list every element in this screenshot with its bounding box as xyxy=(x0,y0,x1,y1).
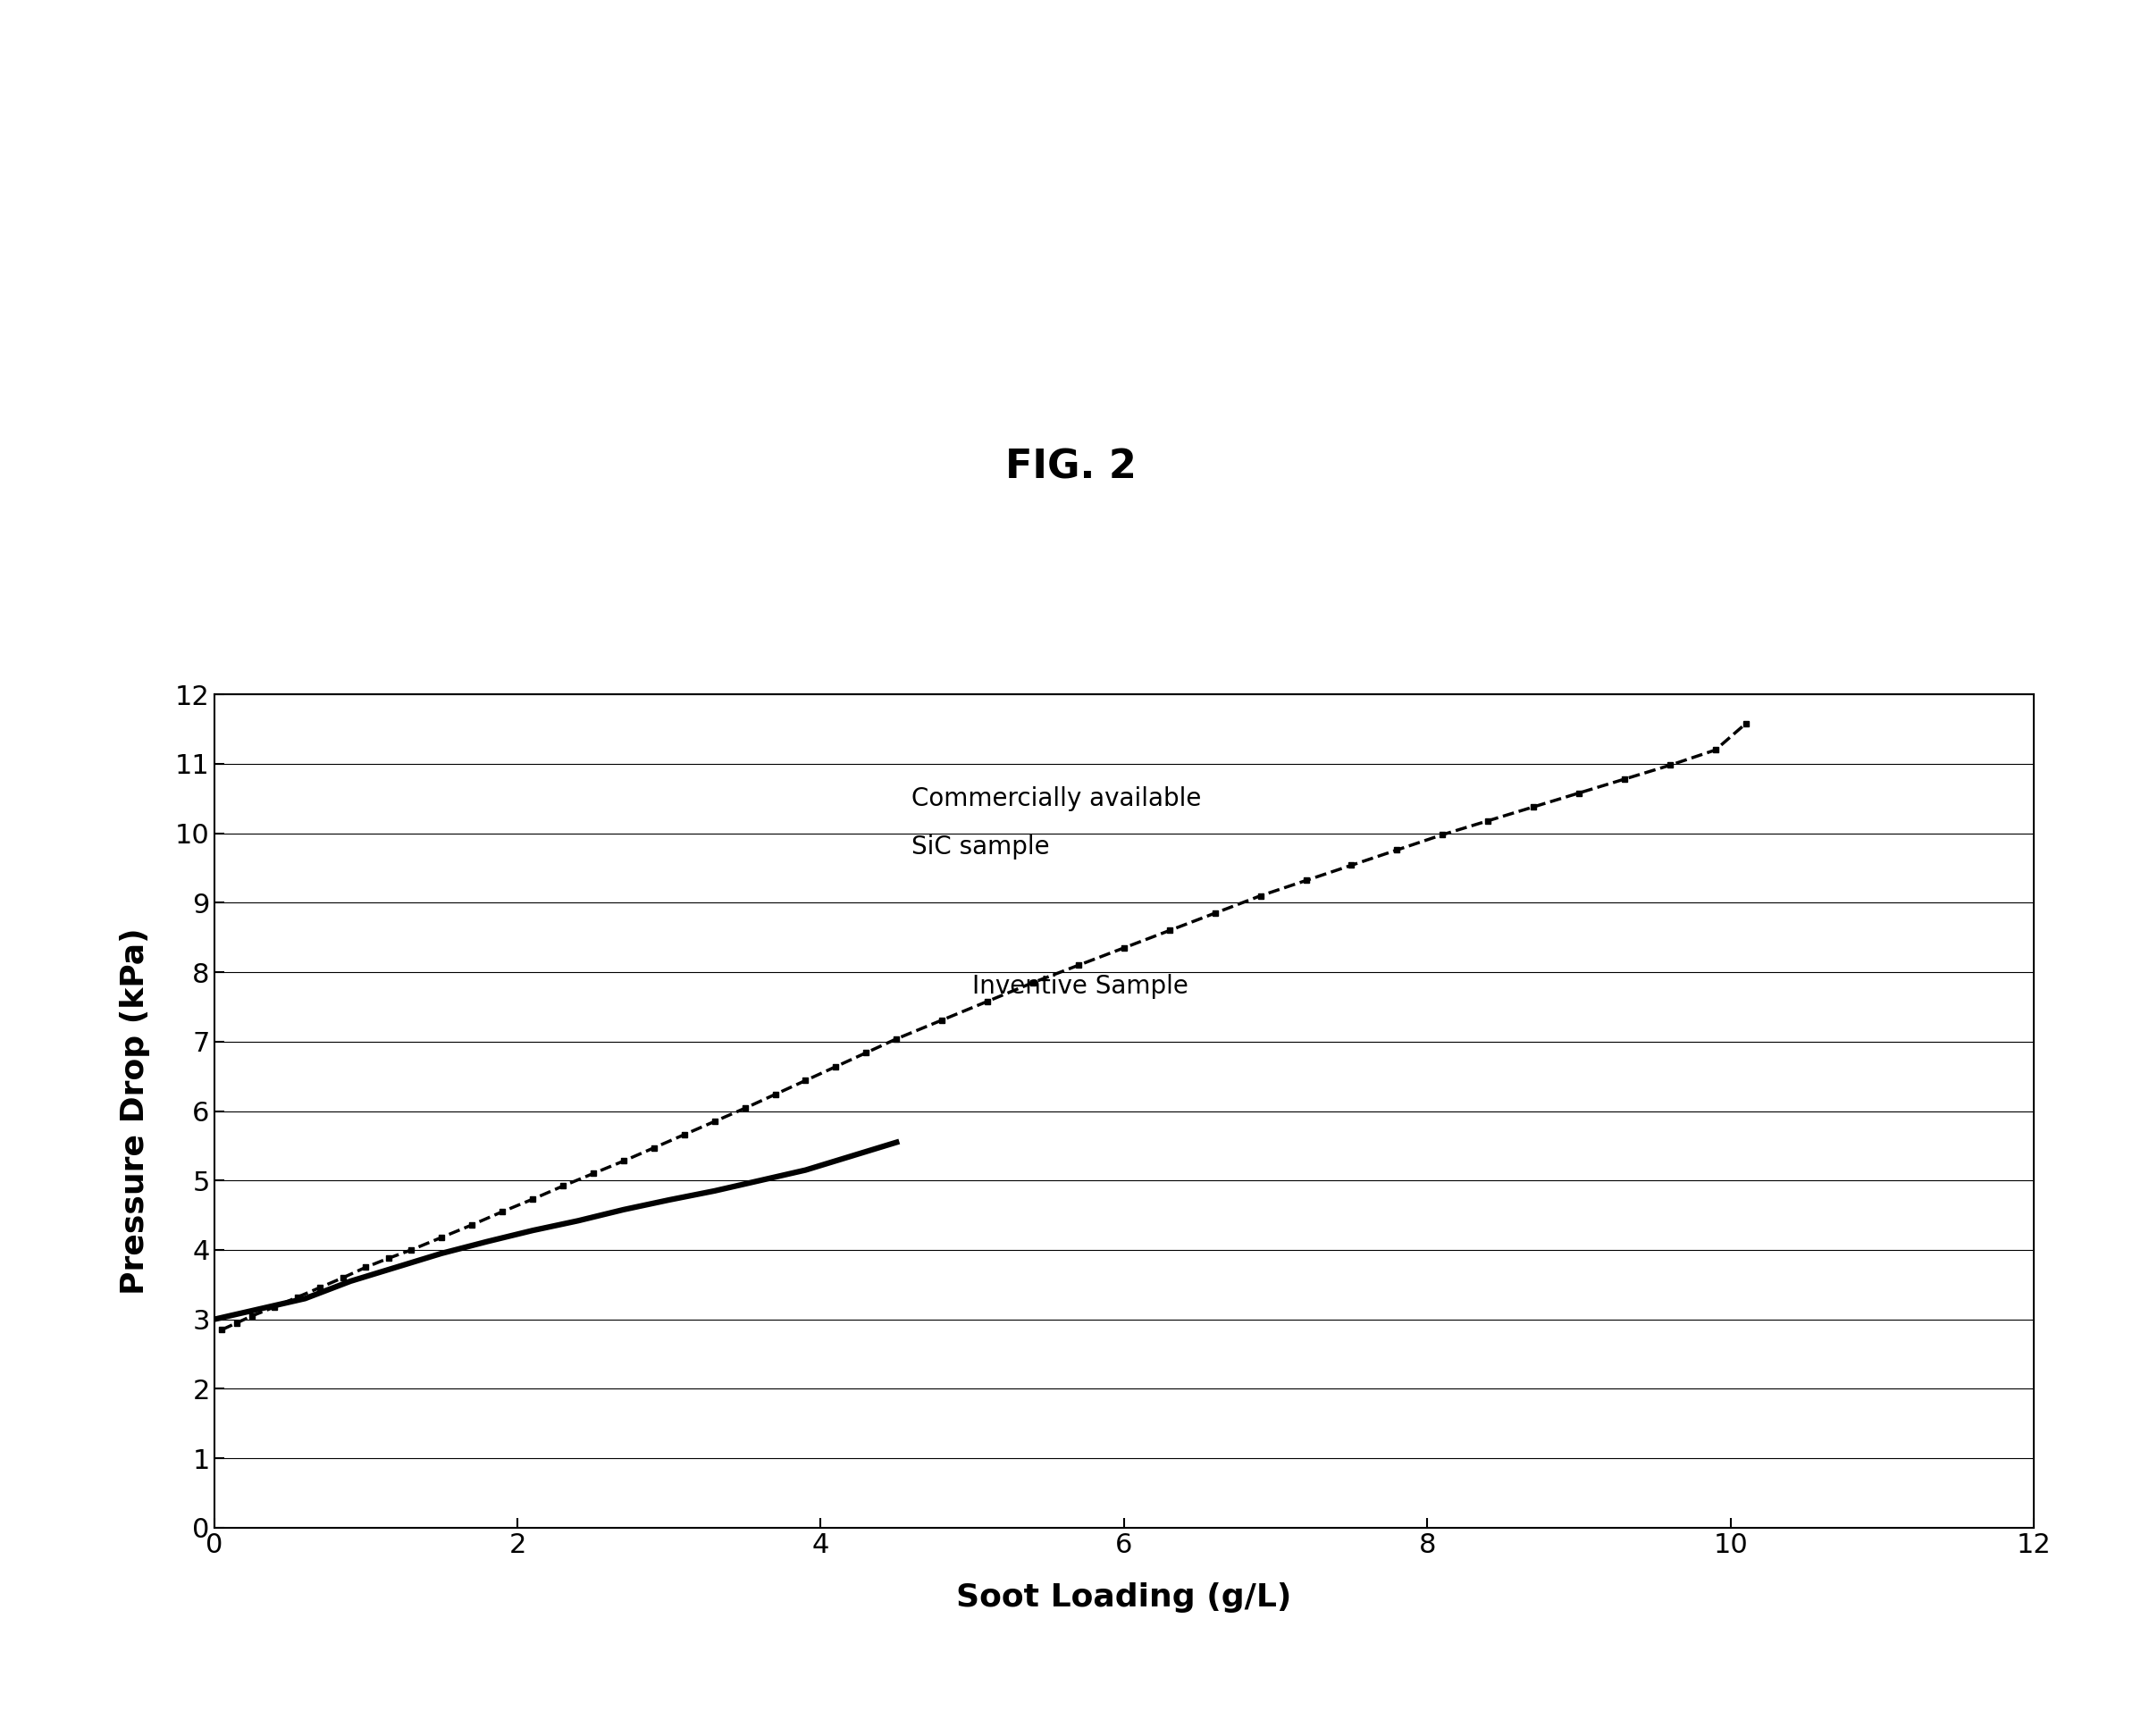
Text: FIG. 2: FIG. 2 xyxy=(1004,448,1137,486)
Y-axis label: Pressure Drop (kPa): Pressure Drop (kPa) xyxy=(120,927,150,1295)
X-axis label: Soot Loading (g/L): Soot Loading (g/L) xyxy=(957,1583,1291,1613)
Text: Inventive Sample: Inventive Sample xyxy=(972,974,1188,998)
Text: Commercially available: Commercially available xyxy=(912,786,1201,811)
Text: SiC sample: SiC sample xyxy=(912,835,1049,859)
